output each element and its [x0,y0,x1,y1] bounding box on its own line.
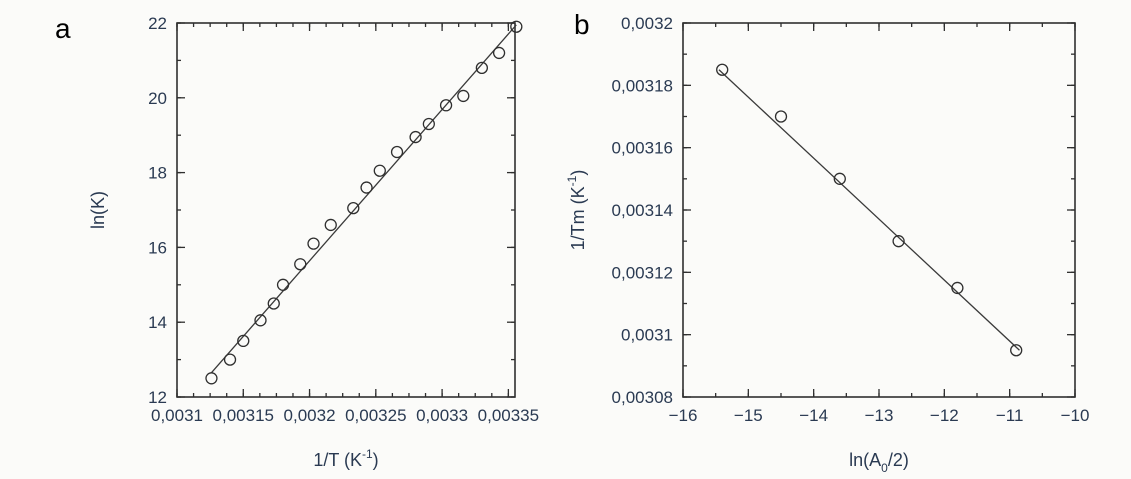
data-point [254,314,267,327]
data-point [475,61,489,75]
data-point [510,20,523,33]
y-tick-label: 14 [148,313,167,332]
chart-panel-b: −16 −15 −14 −13 −12 −11 −10 0,00308 0,0031 0,0031… [565,9,1089,475]
x-axis-title: ln(A0/2) [849,450,909,475]
panel-label: a [55,13,71,44]
chart-panel-a: 0,0031 0,00315 0,0032 0,00325 0,0033 0,00335 1… [55,13,539,470]
x-tick-label: 0,00335 [478,406,539,425]
x-tick-label: −15 [734,406,763,425]
y-tick-label: 22 [148,14,167,33]
y-tick-label: 0,00318 [612,76,673,95]
x-axis-title-main: 1/T (K [313,450,362,470]
plot-frame [682,22,1076,398]
x-axis-title-sup: -1 [362,447,373,461]
x-tick-label: 0,0032 [284,406,336,425]
x-axis-title-end: /2) [888,450,909,470]
x-tick-label: −12 [930,406,959,425]
data-point [294,258,307,271]
data-point [439,99,453,112]
data-point [833,172,846,185]
y-tick-label: 12 [148,388,167,407]
y-axis-title-main: 1/Tm (K [568,186,588,250]
y-tick-label: 0,0031 [621,326,673,345]
x-tick-label: 0,0031 [151,406,203,425]
data-point [892,235,905,248]
x-axis-title-main: ln(A [849,450,881,470]
data-point [307,237,320,250]
y-axis-title-sup: -1 [565,175,579,186]
x-axis-title: 1/T (K-1) [313,447,378,470]
x-tick-label: −11 [996,406,1024,425]
data-point [1010,344,1023,357]
data-point [223,353,237,366]
x-axis-title-sub: 0 [881,461,888,475]
y-axis-title-end: ) [568,170,588,176]
data-point [276,278,290,291]
x-tick-label: −13 [865,406,894,425]
data-point [360,181,373,194]
x-tick-label: −14 [799,406,828,425]
data-point [774,110,788,123]
x-axis-title-end: ) [373,450,379,470]
data-point [347,201,360,215]
data-point [716,63,729,76]
x-tick-label: 0,00315 [213,406,274,425]
y-tick-label: 0,0032 [621,14,673,33]
x-tick-label: 0,0033 [416,406,468,425]
y-tick-label: 0,00316 [612,139,673,158]
x-tick-label: −10 [1061,406,1090,425]
data-point [390,145,404,159]
data-point [237,334,250,348]
data-point [267,297,280,310]
regression-line [210,24,517,374]
data-point [951,281,964,295]
regression-line [718,69,1020,351]
x-tick-label: 0,00325 [345,406,406,425]
data-point [324,218,337,232]
data-point [205,372,218,385]
data-point [457,89,470,103]
data-point [373,164,386,177]
y-axis-title: ln(K) [88,191,108,229]
y-axis-title: 1/Tm (K-1) [565,170,588,251]
data-point [492,46,506,60]
y-tick-label: 0,00312 [612,263,673,282]
y-tick-label: 0,00308 [612,388,673,407]
y-tick-label: 18 [148,164,167,183]
panel-label: b [574,9,590,40]
y-tick-label: 16 [148,238,167,257]
y-tick-label: 20 [148,89,167,108]
data-point [422,117,435,131]
y-tick-label: 0,00314 [612,201,673,220]
x-tick-label: −16 [669,406,698,425]
data-point [409,130,422,144]
plot-frame [176,22,516,398]
